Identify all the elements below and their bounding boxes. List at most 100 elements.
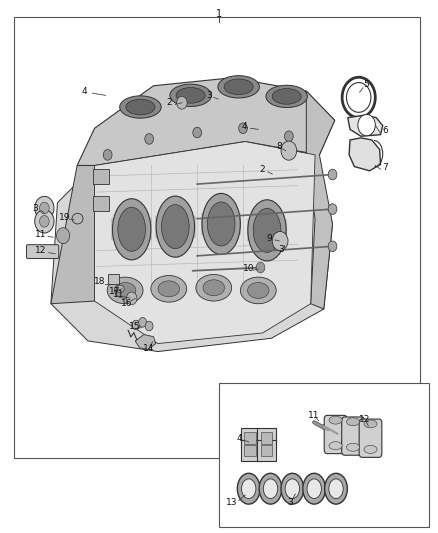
Ellipse shape <box>325 473 347 504</box>
FancyBboxPatch shape <box>241 440 259 461</box>
Ellipse shape <box>364 446 377 454</box>
FancyBboxPatch shape <box>93 169 109 184</box>
Circle shape <box>35 196 54 220</box>
Ellipse shape <box>240 277 276 304</box>
Text: 11: 11 <box>308 411 320 420</box>
Circle shape <box>132 320 140 330</box>
FancyBboxPatch shape <box>244 445 256 456</box>
Circle shape <box>177 96 187 109</box>
Ellipse shape <box>107 277 143 304</box>
Circle shape <box>35 209 54 233</box>
Polygon shape <box>349 138 381 171</box>
Ellipse shape <box>113 199 151 260</box>
Polygon shape <box>306 91 335 309</box>
Ellipse shape <box>196 274 232 301</box>
Text: 11: 11 <box>113 290 124 299</box>
Circle shape <box>328 169 337 180</box>
Text: 3: 3 <box>287 497 293 506</box>
Polygon shape <box>95 142 315 344</box>
Ellipse shape <box>263 479 278 498</box>
Text: 5: 5 <box>363 80 368 89</box>
Ellipse shape <box>118 207 145 251</box>
Text: 1: 1 <box>216 9 222 19</box>
FancyBboxPatch shape <box>258 440 276 461</box>
Text: 9: 9 <box>267 234 272 243</box>
Polygon shape <box>77 78 335 165</box>
Text: 4: 4 <box>236 434 242 443</box>
Text: 7: 7 <box>382 163 388 172</box>
Ellipse shape <box>272 88 301 104</box>
Circle shape <box>285 131 293 142</box>
Text: 15: 15 <box>128 322 140 331</box>
Ellipse shape <box>114 282 136 298</box>
FancyBboxPatch shape <box>342 417 364 455</box>
Ellipse shape <box>158 281 180 297</box>
Circle shape <box>103 150 112 160</box>
Text: 4: 4 <box>82 86 87 95</box>
Ellipse shape <box>162 205 189 248</box>
Text: 11: 11 <box>35 230 46 239</box>
Ellipse shape <box>329 442 342 450</box>
Ellipse shape <box>203 280 225 296</box>
Text: 19: 19 <box>59 213 70 222</box>
Circle shape <box>139 318 147 327</box>
Ellipse shape <box>248 200 286 261</box>
Text: 13: 13 <box>226 497 238 506</box>
Ellipse shape <box>202 193 240 255</box>
Ellipse shape <box>218 76 259 98</box>
FancyBboxPatch shape <box>261 445 272 456</box>
Ellipse shape <box>224 79 253 95</box>
Circle shape <box>127 292 137 305</box>
Ellipse shape <box>120 96 161 118</box>
Ellipse shape <box>207 202 235 246</box>
Ellipse shape <box>176 87 205 103</box>
Ellipse shape <box>346 418 360 426</box>
Circle shape <box>358 115 375 136</box>
Ellipse shape <box>329 479 343 498</box>
Circle shape <box>239 123 247 134</box>
Circle shape <box>328 241 337 252</box>
Text: 2: 2 <box>166 98 172 107</box>
Circle shape <box>39 202 49 214</box>
Ellipse shape <box>346 443 360 451</box>
Text: 12: 12 <box>35 246 46 255</box>
Circle shape <box>193 127 201 138</box>
Text: 3: 3 <box>279 245 284 254</box>
FancyBboxPatch shape <box>324 415 347 454</box>
Text: 8: 8 <box>276 142 282 151</box>
Ellipse shape <box>303 473 325 504</box>
Polygon shape <box>135 335 155 350</box>
Text: 3: 3 <box>33 204 39 213</box>
Ellipse shape <box>259 473 282 504</box>
Text: 4: 4 <box>241 122 247 131</box>
Polygon shape <box>348 115 383 136</box>
Ellipse shape <box>170 84 212 107</box>
Circle shape <box>39 215 49 227</box>
Polygon shape <box>51 142 332 352</box>
Ellipse shape <box>241 479 256 498</box>
Circle shape <box>272 231 288 251</box>
FancyBboxPatch shape <box>261 432 272 444</box>
FancyBboxPatch shape <box>359 419 382 457</box>
Text: 17: 17 <box>109 287 120 296</box>
Circle shape <box>281 141 297 160</box>
Polygon shape <box>51 165 95 304</box>
Ellipse shape <box>126 99 155 115</box>
Bar <box>14 17 420 458</box>
Text: 6: 6 <box>382 126 388 135</box>
Text: 2: 2 <box>260 165 265 174</box>
Ellipse shape <box>285 479 300 498</box>
Ellipse shape <box>72 213 83 224</box>
Circle shape <box>328 204 337 214</box>
Ellipse shape <box>281 473 304 504</box>
Bar <box>219 383 428 527</box>
Ellipse shape <box>329 416 342 424</box>
Text: 12: 12 <box>359 415 370 424</box>
Circle shape <box>145 321 153 331</box>
Circle shape <box>145 134 153 144</box>
Ellipse shape <box>151 276 187 302</box>
Ellipse shape <box>253 208 281 252</box>
Ellipse shape <box>237 473 260 504</box>
Text: 10: 10 <box>243 264 254 273</box>
Text: 18: 18 <box>94 277 105 286</box>
